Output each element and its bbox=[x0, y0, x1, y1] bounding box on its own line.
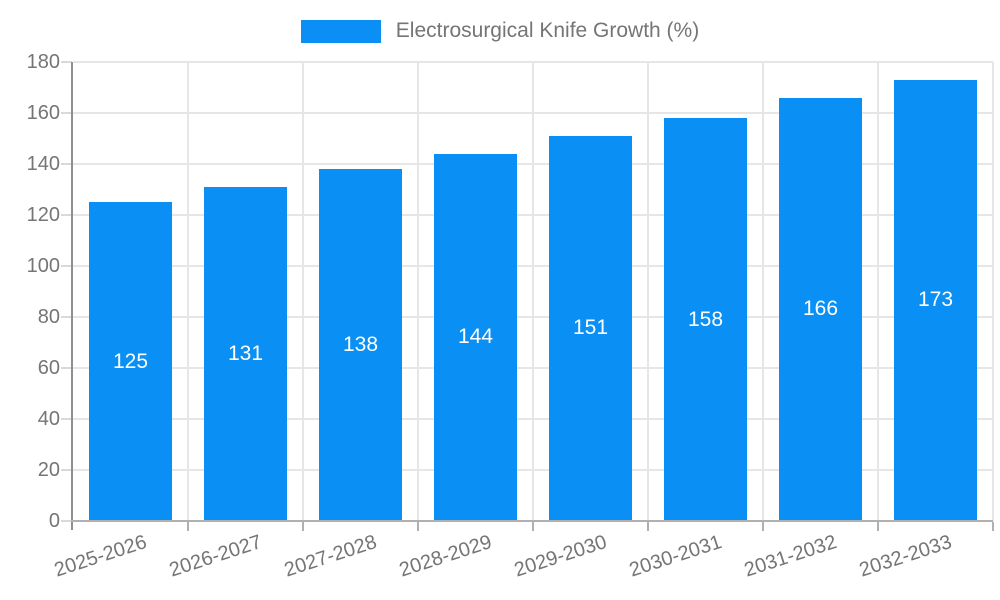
bar-value-label: 144 bbox=[457, 325, 494, 349]
y-axis-tick-label: 60 bbox=[37, 357, 60, 379]
bar: 151 bbox=[549, 135, 632, 520]
gridline-vertical bbox=[647, 62, 649, 521]
gridline-vertical bbox=[532, 62, 534, 521]
y-axis-tick bbox=[61, 367, 72, 369]
legend-swatch[interactable] bbox=[300, 19, 381, 43]
x-axis-category-label: 2026-2027 bbox=[166, 531, 265, 582]
bar: 125 bbox=[89, 202, 172, 520]
x-axis-category-label: 2030-2031 bbox=[626, 531, 725, 582]
y-axis-tick-label: 20 bbox=[37, 459, 60, 481]
bar-value-label: 173 bbox=[917, 288, 954, 312]
bar-value-label: 166 bbox=[802, 297, 839, 321]
gridline-vertical bbox=[762, 62, 764, 521]
bar: 138 bbox=[319, 169, 402, 520]
bar: 144 bbox=[434, 153, 517, 520]
gridline-vertical bbox=[992, 62, 994, 521]
x-axis-category-label: 2027-2028 bbox=[281, 531, 380, 582]
y-axis-tick-label: 0 bbox=[48, 510, 60, 532]
bar-value-label: 125 bbox=[112, 349, 149, 373]
bar-value-label: 151 bbox=[572, 316, 609, 340]
bar: 158 bbox=[664, 118, 747, 520]
y-axis-tick bbox=[61, 520, 72, 522]
gridline-vertical bbox=[302, 62, 304, 521]
x-axis-category-label: 2029-2030 bbox=[511, 531, 610, 582]
y-axis-tick-label: 80 bbox=[37, 306, 60, 328]
y-axis-tick bbox=[61, 265, 72, 267]
y-axis-line bbox=[71, 62, 73, 530]
bar-value-label: 158 bbox=[687, 307, 724, 331]
y-axis-tick bbox=[61, 163, 72, 165]
gridline-vertical bbox=[877, 62, 879, 521]
x-axis-category-label: 2028-2029 bbox=[396, 531, 495, 582]
y-axis-tick bbox=[61, 61, 72, 63]
x-axis-tick bbox=[417, 522, 419, 531]
y-axis-tick-label: 40 bbox=[37, 408, 60, 430]
bar-value-label: 138 bbox=[342, 333, 379, 357]
y-axis-tick bbox=[61, 112, 72, 114]
x-axis-category-label: 2031-2032 bbox=[741, 531, 840, 582]
x-axis-tick bbox=[877, 522, 879, 531]
x-axis-tick bbox=[992, 522, 994, 531]
bar: 166 bbox=[779, 97, 862, 520]
x-axis-tick bbox=[532, 522, 534, 531]
bar-value-label: 131 bbox=[227, 341, 264, 365]
x-axis-tick bbox=[647, 522, 649, 531]
y-axis-tick-label: 120 bbox=[26, 204, 60, 226]
y-axis-tick-label: 100 bbox=[26, 255, 60, 277]
x-axis-line bbox=[71, 520, 993, 522]
legend-label[interactable]: Electrosurgical Knife Growth (%) bbox=[395, 19, 700, 42]
y-axis-tick-label: 140 bbox=[26, 153, 60, 175]
gridline-vertical bbox=[417, 62, 419, 521]
x-axis-tick bbox=[762, 522, 764, 531]
y-axis-tick bbox=[61, 418, 72, 420]
x-axis-tick bbox=[302, 522, 304, 531]
y-axis-tick bbox=[61, 469, 72, 471]
bar: 173 bbox=[894, 79, 977, 520]
x-axis-tick bbox=[187, 522, 189, 531]
y-axis-tick-label: 160 bbox=[26, 102, 60, 124]
x-axis-category-label: 2032-2033 bbox=[856, 531, 955, 582]
x-axis-category-label: 2025-2026 bbox=[51, 531, 150, 582]
bar: 131 bbox=[204, 186, 287, 520]
y-axis-tick bbox=[61, 316, 72, 318]
legend: Electrosurgical Knife Growth (%) bbox=[0, 19, 1000, 43]
y-axis-tick-label: 180 bbox=[26, 51, 60, 73]
gridline-vertical bbox=[187, 62, 189, 521]
y-axis-tick bbox=[61, 214, 72, 216]
